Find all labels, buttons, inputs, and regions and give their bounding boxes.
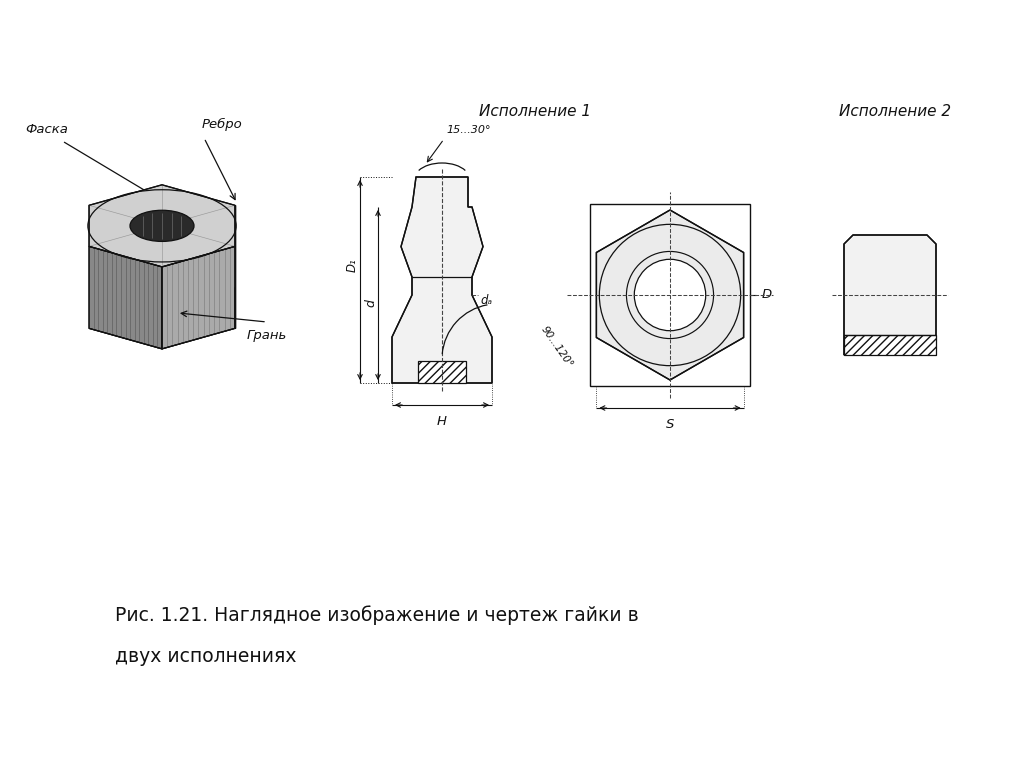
Text: H: H — [437, 415, 447, 428]
Polygon shape — [596, 210, 743, 380]
Text: D₁: D₁ — [345, 258, 358, 272]
Text: Грань: Грань — [247, 329, 287, 342]
Text: Исполнение 2: Исполнение 2 — [839, 104, 951, 120]
Polygon shape — [844, 235, 936, 355]
Polygon shape — [162, 246, 234, 349]
Ellipse shape — [130, 210, 194, 242]
Polygon shape — [89, 246, 162, 349]
Bar — [591, 204, 750, 386]
Polygon shape — [392, 177, 492, 383]
Text: 90...120°: 90...120° — [539, 324, 574, 370]
Text: 15...30°: 15...30° — [446, 125, 490, 135]
Text: двух исполнениях: двух исполнениях — [115, 647, 297, 667]
Text: Фаска: Фаска — [26, 123, 69, 136]
Polygon shape — [89, 185, 234, 267]
Circle shape — [634, 259, 706, 331]
Text: Ребро: Ребро — [202, 118, 243, 131]
Text: Исполнение 1: Исполнение 1 — [479, 104, 591, 120]
Text: dₐ: dₐ — [480, 295, 493, 308]
Text: S: S — [666, 418, 674, 431]
Polygon shape — [418, 361, 466, 383]
Polygon shape — [844, 335, 936, 355]
Text: D: D — [762, 288, 772, 301]
Text: d: d — [365, 299, 378, 307]
Text: Рис. 1.21. Наглядное изображение и чертеж гайки в: Рис. 1.21. Наглядное изображение и черте… — [115, 605, 639, 625]
